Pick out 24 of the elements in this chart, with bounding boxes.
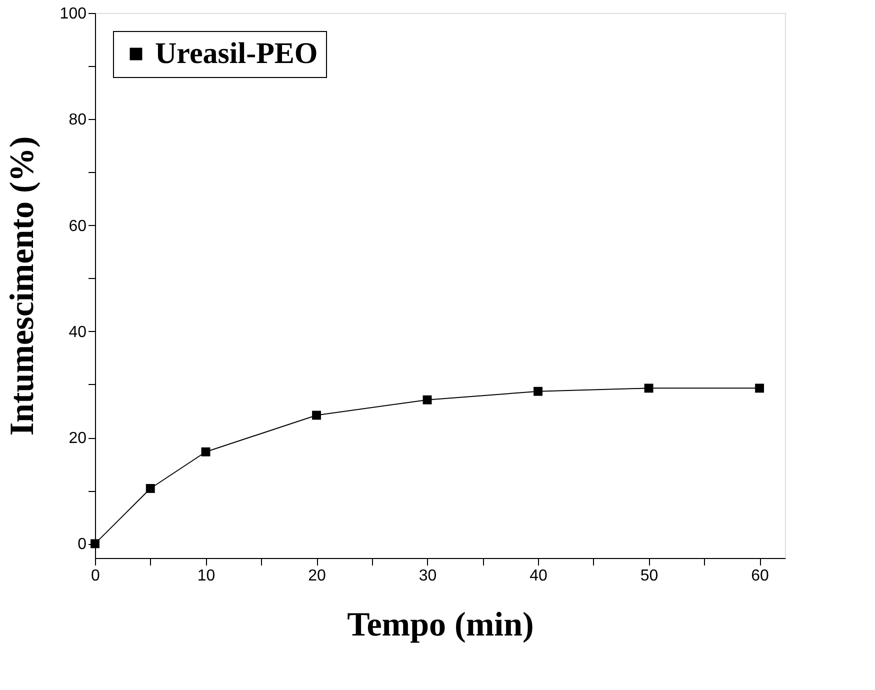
x-tick-label: 10 — [197, 568, 216, 584]
y-tick-label: 20 — [68, 430, 87, 448]
point — [201, 447, 210, 456]
x-tick-label: 40 — [530, 568, 548, 584]
y-tick-label: 100 — [60, 6, 87, 22]
x-tick-label: 60 — [751, 568, 770, 584]
point — [755, 384, 764, 393]
y-axis-title: Intumescimento (%) — [4, 136, 41, 436]
point — [312, 410, 321, 420]
point — [644, 384, 654, 393]
point — [422, 395, 432, 404]
x-axis-title: Tempo (min) — [347, 606, 534, 644]
point — [146, 484, 155, 493]
point — [90, 539, 100, 548]
y-tick-label: 40 — [68, 324, 87, 341]
x-tick-label: 50 — [640, 568, 658, 584]
y-tick-label: 60 — [68, 218, 87, 235]
legend-label: Ureasil-PEO — [155, 37, 318, 70]
x-tick-label: 20 — [308, 568, 326, 584]
y-tick-label: 0 — [78, 536, 87, 554]
y-tick-label: 80 — [68, 112, 87, 129]
x-tick-label: 30 — [418, 568, 437, 584]
x-tick-label: 0 — [91, 568, 100, 584]
point — [534, 386, 542, 396]
